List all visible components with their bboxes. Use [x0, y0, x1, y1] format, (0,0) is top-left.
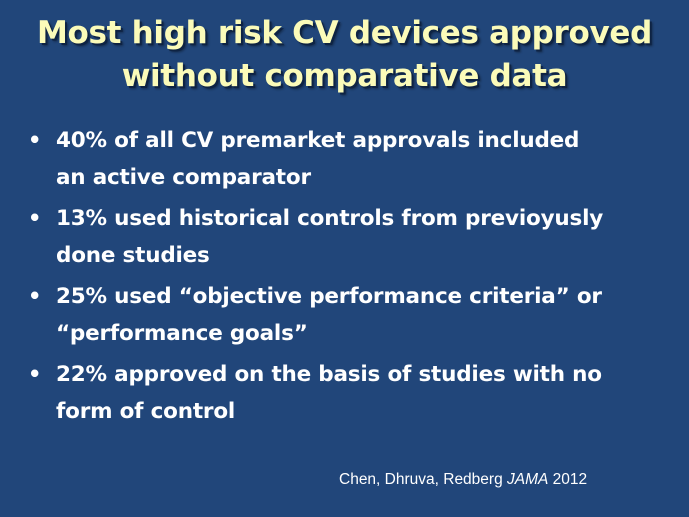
bullet-text-line: 40% of all CV premarket approvals includ…: [56, 128, 580, 153]
bullet-text-line: 13% used historical controls from previo…: [56, 206, 604, 231]
title-line-2: without comparative data: [121, 58, 568, 94]
bullet-text-line: an active comparator: [56, 165, 311, 190]
bullet-text-line: form of control: [56, 399, 236, 424]
bullet-text-line: done studies: [56, 243, 210, 268]
bullet-item: • 40% of all CV premarket approvals incl…: [24, 122, 664, 196]
bullet-text-line: 22% approved on the basis of studies wit…: [56, 362, 602, 387]
bullet-item: • 22% approved on the basis of studies w…: [24, 356, 664, 430]
bullet-dot-icon: •: [28, 362, 42, 386]
citation-journal: JAMA: [507, 471, 549, 488]
bullet-text-line: 25% used “objective performance criteria…: [56, 284, 602, 309]
bullet-dot-icon: •: [28, 284, 42, 308]
title-line-1: Most high risk CV devices approved: [36, 15, 653, 51]
citation-authors: Chen, Dhruva, Redberg: [339, 471, 508, 488]
bullet-item: • 13% used historical controls from prev…: [24, 200, 664, 274]
bullet-dot-icon: •: [28, 128, 42, 152]
bullet-item: • 25% used “objective performance criter…: [24, 278, 664, 352]
bullet-dot-icon: •: [28, 206, 42, 230]
citation: Chen, Dhruva, Redberg JAMA 2012: [339, 471, 587, 489]
bullet-list: • 40% of all CV premarket approvals incl…: [24, 122, 664, 434]
citation-year: 2012: [548, 471, 588, 488]
bullet-text-line: “performance goals”: [56, 321, 308, 346]
slide-title: Most high risk CV devices approved witho…: [0, 12, 689, 98]
